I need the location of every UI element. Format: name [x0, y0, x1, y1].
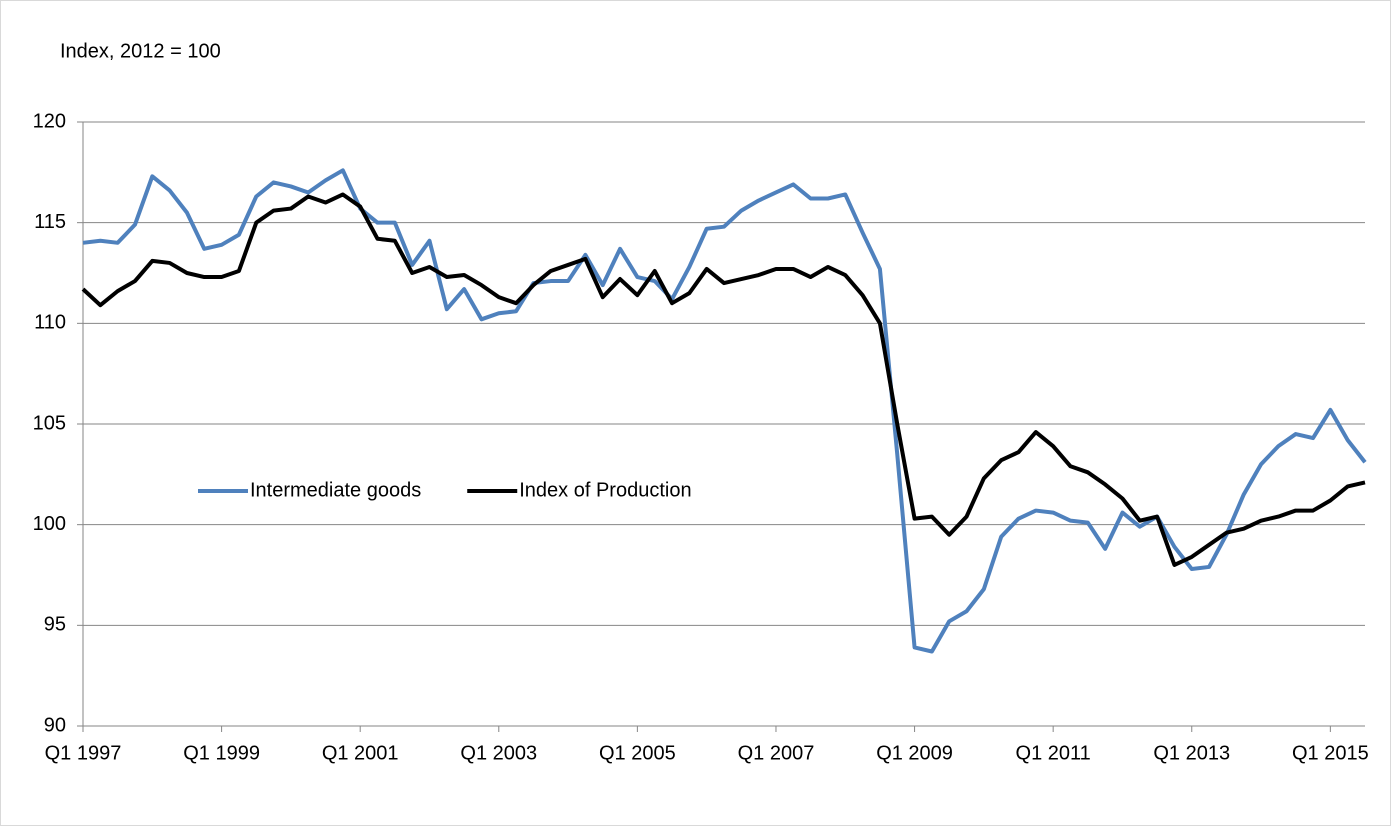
legend-label: Intermediate goods — [250, 479, 421, 501]
line-series — [81, 192, 1366, 567]
x-tick-label: Q1 2001 — [322, 742, 399, 764]
x-tick-label: Q1 1999 — [183, 742, 260, 764]
y-tick-label: 115 — [34, 211, 66, 233]
y-axis-title: Index, 2012 = 100 — [60, 40, 221, 62]
x-tick-label: Q1 2003 — [460, 742, 537, 764]
x-tick-label: Q1 2009 — [876, 742, 953, 764]
y-tick-label: 100 — [33, 513, 66, 535]
x-tick-label: Q1 2013 — [1153, 742, 1230, 764]
legend-label: Index of Production — [519, 479, 691, 501]
x-tick-label: Q1 1997 — [45, 742, 122, 764]
y-tick-label: 105 — [33, 412, 66, 434]
x-tick-label: Q1 2007 — [738, 742, 815, 764]
x-tick-label: Q1 2015 — [1292, 742, 1369, 764]
y-tick-label: 110 — [34, 312, 66, 334]
x-tick-label: Q1 2005 — [599, 742, 676, 764]
y-tick-label: 120 — [33, 110, 66, 132]
y-tick-label: 90 — [44, 714, 66, 736]
y-tick-label: 95 — [44, 614, 66, 636]
x-tick-label: Q1 2011 — [1016, 742, 1091, 764]
